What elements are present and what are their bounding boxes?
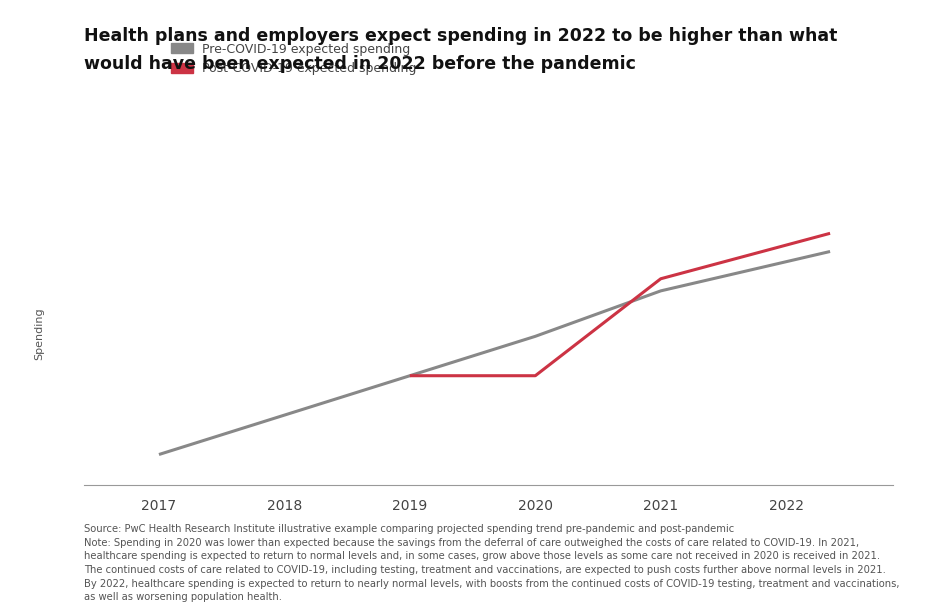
- Text: would have been expected in 2022 before the pandemic: would have been expected in 2022 before …: [84, 55, 635, 73]
- Text: Health plans and employers expect spending in 2022 to be higher than what: Health plans and employers expect spendi…: [84, 27, 837, 45]
- Legend: Pre-COVID-19 expected spending, Post-COVID-19 expected spending: Pre-COVID-19 expected spending, Post-COV…: [171, 42, 417, 76]
- Text: Source: PwC Health Research Institute illustrative example comparing projected s: Source: PwC Health Research Institute il…: [84, 524, 899, 602]
- Text: Spending: Spending: [34, 307, 45, 359]
